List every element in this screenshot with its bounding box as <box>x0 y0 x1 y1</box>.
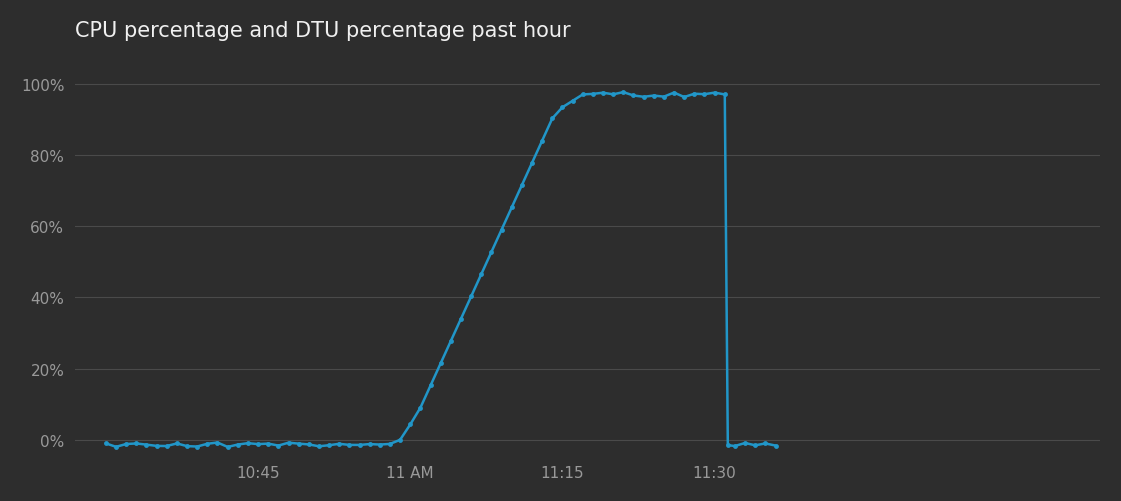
Text: CPU percentage and DTU percentage past hour: CPU percentage and DTU percentage past h… <box>75 21 571 41</box>
